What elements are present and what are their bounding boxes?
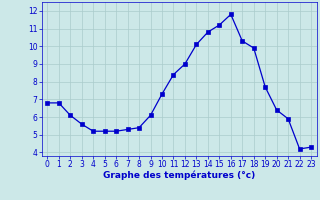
X-axis label: Graphe des températures (°c): Graphe des températures (°c)	[103, 171, 255, 180]
